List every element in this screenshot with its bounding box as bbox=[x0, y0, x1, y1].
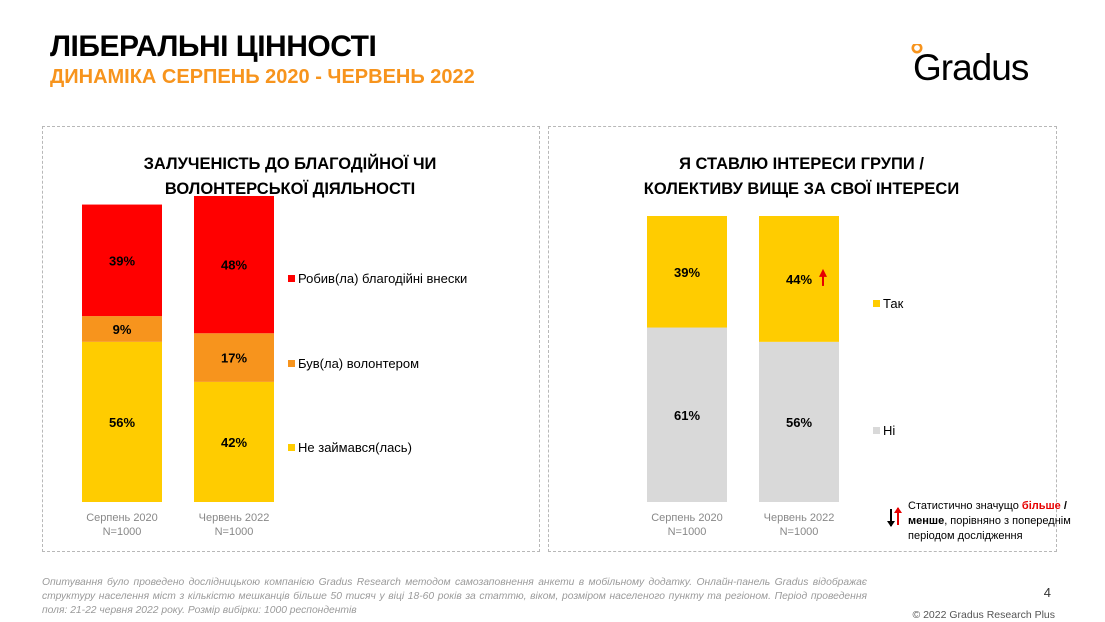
data-label: 39% bbox=[674, 265, 700, 280]
category-label: Червень 2022 bbox=[199, 512, 270, 524]
category-label: Червень 2022 bbox=[764, 512, 835, 524]
data-label: 61% bbox=[674, 408, 700, 423]
bar-segment bbox=[82, 316, 162, 342]
note-prefix: Статистично значущо bbox=[908, 500, 1022, 512]
significance-note: Статистично значущо більше / менше, порів… bbox=[908, 499, 1098, 544]
legend-swatch bbox=[873, 427, 880, 434]
chart-title-line: КОЛЕКТИВУ ВИЩЕ ЗА СВОЇ ІНТЕРЕСИ bbox=[643, 180, 960, 198]
bar-segment bbox=[194, 195, 274, 334]
chart-title-line: Я СТАВЛЮ ІНТЕРЕСИ ГРУПИ / bbox=[679, 155, 924, 173]
data-label: 39% bbox=[109, 253, 135, 268]
copyright: © 2022 Gradus Research Plus bbox=[912, 609, 1055, 621]
legend-swatch bbox=[288, 444, 295, 451]
sample-size-label: N=1000 bbox=[668, 526, 707, 538]
methodology-footnote: Опитування було проведено дослідницькою … bbox=[42, 577, 867, 616]
chart-title-line: ВОЛОНТЕРСЬКОЇ ДІЯЛЬНОСТІ bbox=[164, 180, 416, 198]
data-label: 9% bbox=[113, 322, 132, 337]
bar-segment bbox=[759, 341, 839, 502]
logo-dot-icon bbox=[911, 42, 923, 54]
legend-label: Так bbox=[883, 296, 904, 311]
page-number: 4 bbox=[1043, 585, 1051, 600]
logo-text: Gradus bbox=[913, 47, 1029, 88]
data-label: 56% bbox=[109, 415, 135, 430]
gradus-logo: Gradus bbox=[910, 42, 1060, 88]
bar-segment bbox=[759, 216, 839, 342]
sample-size-label: N=1000 bbox=[215, 526, 254, 538]
chart-panel-right bbox=[548, 126, 1057, 552]
note-more: більше bbox=[1021, 500, 1061, 512]
note-suffix: , порівняно з попереднім періодом дослід… bbox=[908, 515, 1071, 542]
note-slash: / bbox=[1060, 500, 1067, 512]
chart-title-line: ЗАЛУЧЕНІСТЬ ДО БЛАГОДІЙНОЇ ЧИ bbox=[143, 155, 437, 173]
data-label: 17% bbox=[221, 351, 247, 366]
data-label: 42% bbox=[221, 435, 247, 450]
legend-swatch bbox=[288, 275, 295, 282]
legend-label: Не займався(лась) bbox=[298, 440, 412, 455]
data-label: 56% bbox=[786, 415, 812, 430]
legend-label: Робив(ла) благодійні внески bbox=[298, 271, 467, 286]
bar-segment bbox=[82, 204, 162, 317]
page-title: ЛІБЕРАЛЬНІ ЦІННОСТІ bbox=[50, 30, 377, 63]
logo-mark: Gradus bbox=[911, 42, 1030, 88]
data-label: 48% bbox=[221, 258, 247, 273]
page-subtitle: ДИНАМІКА СЕРПЕНЬ 2020 - ЧЕРВЕНЬ 2022 bbox=[50, 66, 475, 88]
significant-up-arrowhead bbox=[819, 268, 827, 277]
legend-label: Був(ла) волонтером bbox=[298, 356, 419, 371]
bar-segment bbox=[194, 381, 274, 502]
note-less: менше bbox=[908, 515, 945, 527]
data-label: 44% bbox=[786, 272, 812, 287]
legend-swatch bbox=[873, 300, 880, 307]
bar-segment bbox=[82, 341, 162, 502]
chart-title-left: ЗАЛУЧЕНІСТЬ ДО БЛАГОДІЙНОЇ ЧИ ВОЛОНТЕРСЬ… bbox=[42, 152, 538, 202]
bar-segment bbox=[647, 216, 727, 328]
chart-title-right: Я СТАВЛЮ ІНТЕРЕСИ ГРУПИ / КОЛЕКТИВУ ВИЩЕ… bbox=[548, 152, 1055, 202]
significance-arrows-icon bbox=[886, 506, 904, 533]
bar-segment bbox=[647, 327, 727, 502]
sample-size-label: N=1000 bbox=[780, 526, 819, 538]
category-label: Серпень 2020 bbox=[86, 512, 158, 524]
chart-panel-left bbox=[42, 126, 540, 552]
legend-swatch bbox=[288, 360, 295, 367]
category-label: Серпень 2020 bbox=[651, 512, 723, 524]
sample-size-label: N=1000 bbox=[103, 526, 142, 538]
bar-segment bbox=[194, 333, 274, 382]
legend-label: Ні bbox=[883, 423, 895, 438]
